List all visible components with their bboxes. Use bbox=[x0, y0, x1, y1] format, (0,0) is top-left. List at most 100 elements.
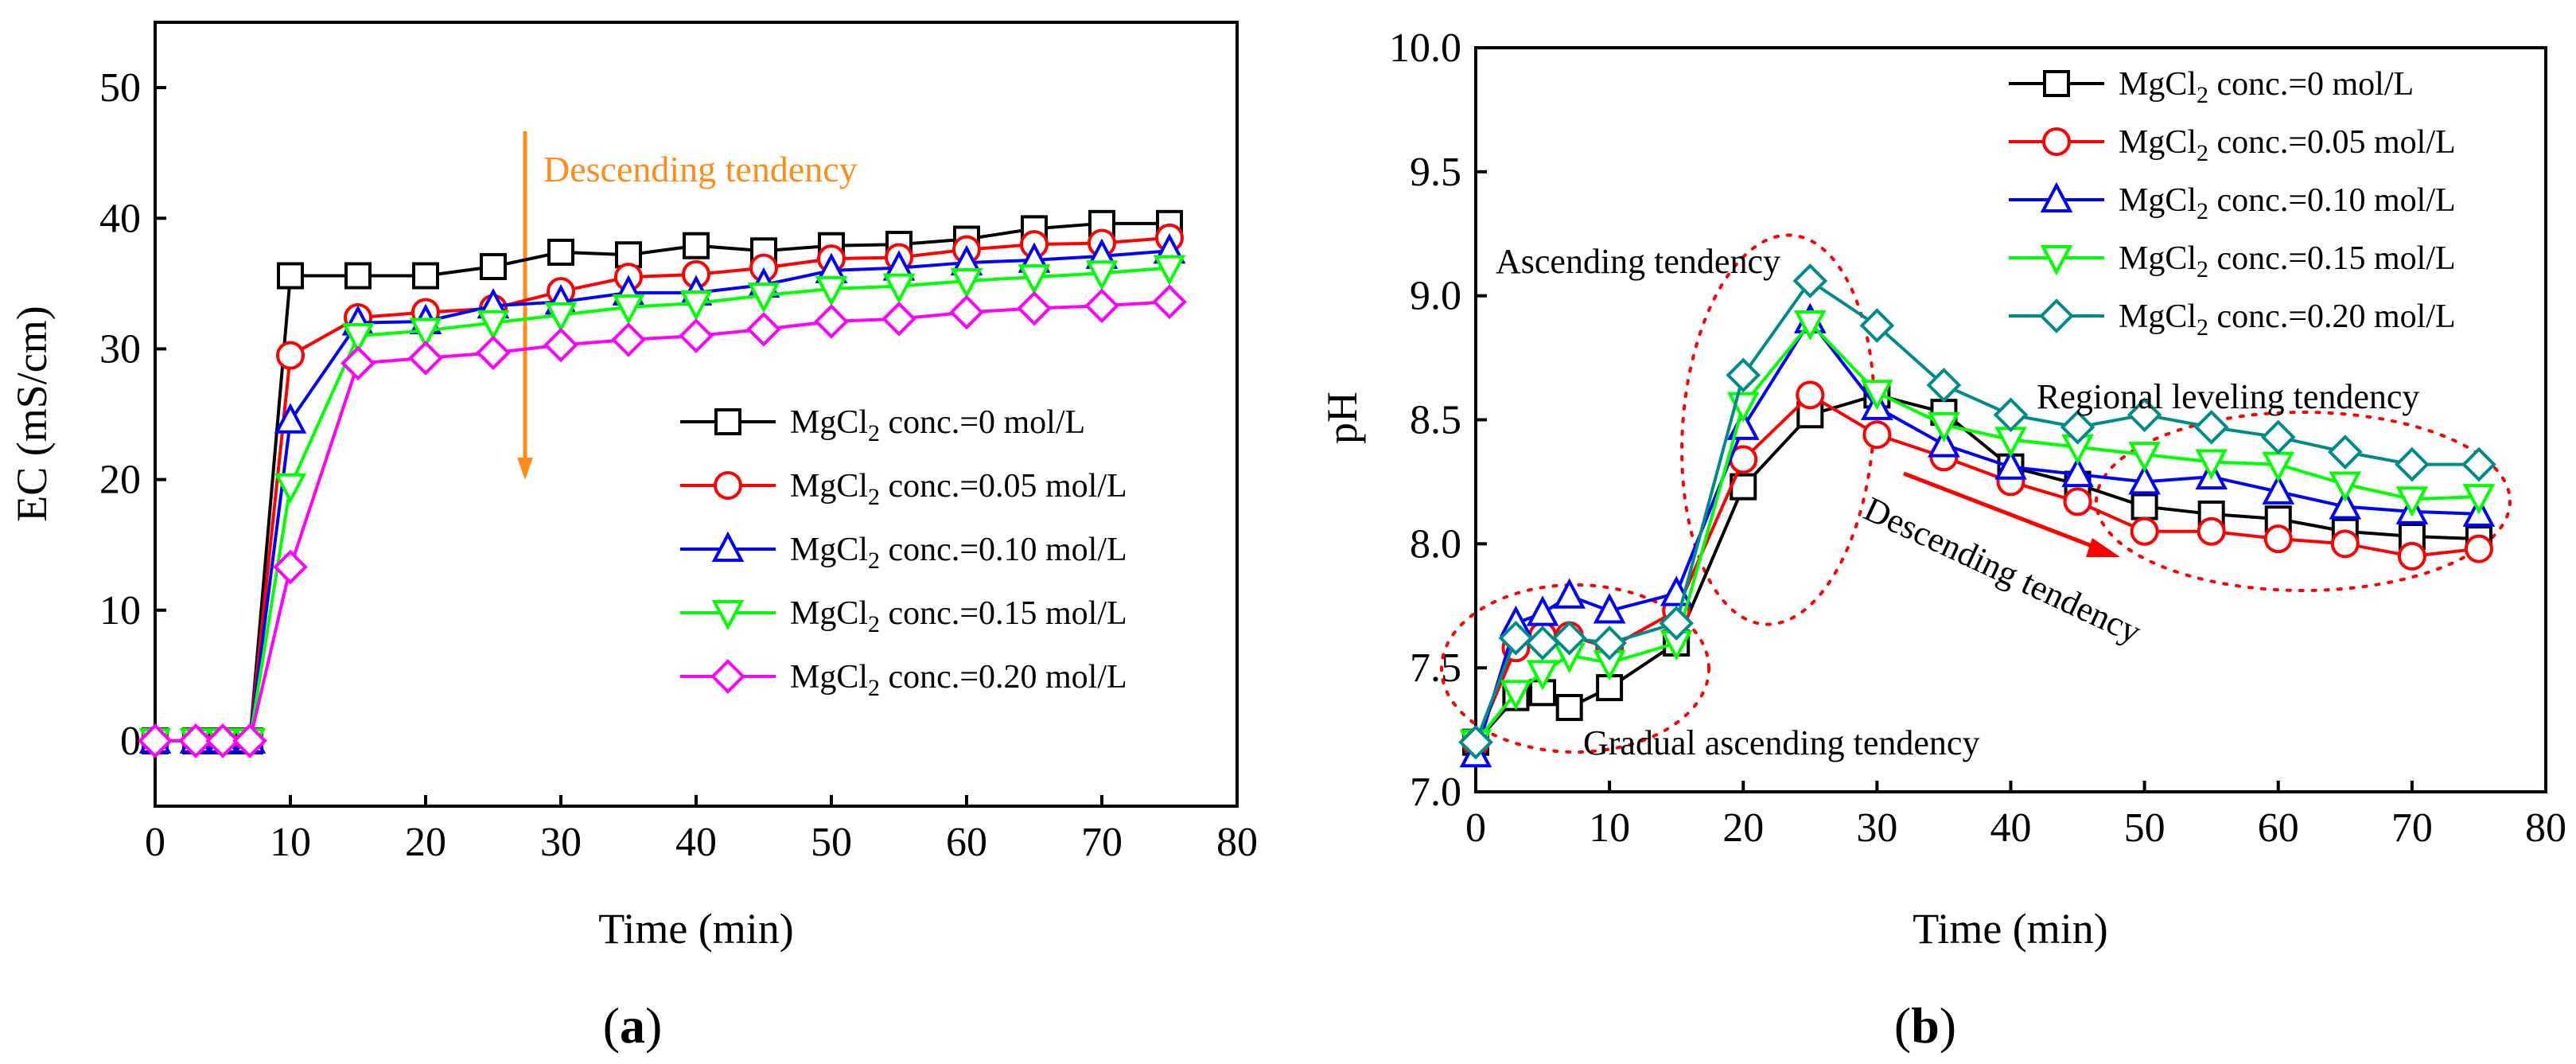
data-point bbox=[2195, 449, 2228, 480]
data-point bbox=[547, 238, 574, 266]
data-point bbox=[1153, 255, 1186, 286]
data-point bbox=[1926, 368, 1962, 403]
y-tick-label: 9.5 bbox=[1410, 150, 1461, 195]
legend-marker bbox=[714, 471, 742, 500]
chart-b: 0 10 20 30 40 50 60 70 807.07.58.08.59.09.510.0 … bbox=[1318, 25, 2566, 1054]
x-tick-label: 30 bbox=[1856, 805, 1897, 851]
legend-label: MgCl2 conc.=0 mol/L bbox=[2119, 66, 2414, 108]
x-tick-label: 0 bbox=[145, 820, 165, 865]
data-point bbox=[882, 273, 916, 304]
data-point bbox=[1593, 593, 1626, 624]
data-point bbox=[1862, 420, 1892, 450]
legend-item: MgCl2 conc.=0.05 mol/L bbox=[2009, 124, 2456, 166]
data-point bbox=[683, 232, 710, 259]
data-point bbox=[949, 294, 984, 330]
series-4 bbox=[138, 284, 1187, 758]
chart-a-descending-arrowhead bbox=[517, 458, 533, 480]
chart-b-series bbox=[1458, 263, 2496, 768]
chart-a-series bbox=[138, 209, 1187, 759]
data-point bbox=[1526, 595, 1559, 626]
x-tick-label: 70 bbox=[2391, 805, 2433, 851]
legend-marker bbox=[2039, 298, 2074, 333]
chart-b-panel-label: (b) bbox=[1894, 997, 1956, 1054]
chart-b-annotation-ascending: Ascending tendency bbox=[1496, 242, 1780, 281]
data-point bbox=[2397, 541, 2426, 571]
legend-item: MgCl2 conc.=0.10 mol/L bbox=[680, 531, 1127, 574]
data-point bbox=[2464, 534, 2493, 563]
data-point bbox=[679, 318, 714, 353]
data-point bbox=[679, 290, 713, 322]
chart-b-legend: MgCl2 conc.=0 mol/L MgCl2 conc.=0.05 mol/… bbox=[2009, 66, 2456, 341]
data-point bbox=[1861, 380, 1893, 411]
legend-marker bbox=[2043, 70, 2070, 97]
data-point bbox=[2329, 471, 2362, 502]
chart-b-xlabel: Time (min) bbox=[1913, 905, 2108, 953]
legend-item: MgCl2 conc.=0 mol/L bbox=[680, 404, 1085, 446]
series-3 bbox=[1459, 310, 2496, 760]
x-tick-label: 20 bbox=[405, 820, 446, 865]
chart-a-panel-label: (a) bbox=[603, 997, 663, 1054]
data-point bbox=[2329, 489, 2362, 520]
legend-item: MgCl2 conc.=0.10 mol/L bbox=[2009, 181, 2456, 224]
chart-b-annotation-leveling: Regional leveling tendency bbox=[2037, 377, 2419, 416]
data-point bbox=[1555, 694, 1583, 722]
data-point bbox=[2130, 516, 2159, 546]
x-tick-label: 50 bbox=[811, 820, 852, 865]
data-point bbox=[1498, 620, 1534, 656]
legend-label: MgCl2 conc.=0.15 mol/L bbox=[2119, 240, 2456, 283]
data-point bbox=[476, 335, 511, 371]
legend-marker bbox=[2042, 127, 2071, 156]
data-point bbox=[543, 327, 578, 363]
data-point bbox=[1017, 290, 1052, 326]
y-tick-label: 30 bbox=[99, 326, 141, 372]
data-point bbox=[2197, 516, 2226, 546]
data-point bbox=[2395, 486, 2429, 517]
data-point bbox=[1928, 427, 1960, 458]
y-tick-label: 20 bbox=[99, 458, 141, 503]
data-point bbox=[1659, 606, 1695, 641]
data-point bbox=[409, 318, 442, 349]
legend-label: MgCl2 conc.=0.20 mol/L bbox=[790, 659, 1127, 701]
legend-item: MgCl2 conc.=0.15 mol/L bbox=[680, 595, 1127, 637]
legend-label: MgCl2 conc.=0.10 mol/L bbox=[790, 532, 1127, 574]
legend-item: MgCl2 conc.=0.20 mol/L bbox=[680, 659, 1127, 701]
x-tick-label: 40 bbox=[1990, 805, 2032, 851]
legend-marker bbox=[2040, 245, 2073, 276]
legend-item: MgCl2 conc.=0.15 mol/L bbox=[2009, 240, 2456, 283]
legend-label: MgCl2 conc.=0.20 mol/L bbox=[2119, 298, 2456, 341]
data-point bbox=[881, 301, 916, 337]
data-point bbox=[1928, 411, 1960, 442]
data-point bbox=[2193, 410, 2229, 445]
data-point bbox=[1792, 263, 1828, 298]
legend-marker bbox=[711, 600, 745, 631]
data-point bbox=[2061, 456, 2094, 488]
legend-label: MgCl2 conc.=0.05 mol/L bbox=[790, 468, 1127, 510]
legend-marker bbox=[2040, 181, 2073, 212]
chart-a-xlabel: Time (min) bbox=[598, 905, 794, 953]
data-point bbox=[232, 723, 267, 758]
data-point bbox=[344, 262, 372, 290]
data-point bbox=[611, 322, 646, 357]
chart-b-ylabel: pH bbox=[1318, 392, 1366, 444]
y-tick-label: 9.0 bbox=[1410, 274, 1461, 319]
y-tick-label: 0 bbox=[120, 719, 141, 764]
y-tick-label: 7.5 bbox=[1410, 645, 1461, 691]
data-point bbox=[2327, 435, 2363, 470]
data-point bbox=[1859, 308, 1895, 343]
legend-label: MgCl2 conc.=0.10 mol/L bbox=[2119, 182, 2456, 224]
y-tick-label: 7.0 bbox=[1410, 770, 1461, 815]
x-tick-label: 80 bbox=[2525, 805, 2566, 851]
data-point bbox=[480, 252, 507, 280]
data-point bbox=[1551, 620, 1587, 656]
data-point bbox=[1458, 724, 1493, 760]
data-point bbox=[1500, 680, 1532, 711]
y-tick-label: 50 bbox=[99, 65, 141, 111]
data-point bbox=[2060, 410, 2095, 445]
data-point bbox=[2063, 487, 2092, 516]
data-point bbox=[1793, 310, 1827, 341]
data-point bbox=[1018, 264, 1051, 295]
data-point bbox=[341, 323, 375, 354]
data-point bbox=[138, 723, 173, 758]
data-point bbox=[814, 304, 849, 339]
